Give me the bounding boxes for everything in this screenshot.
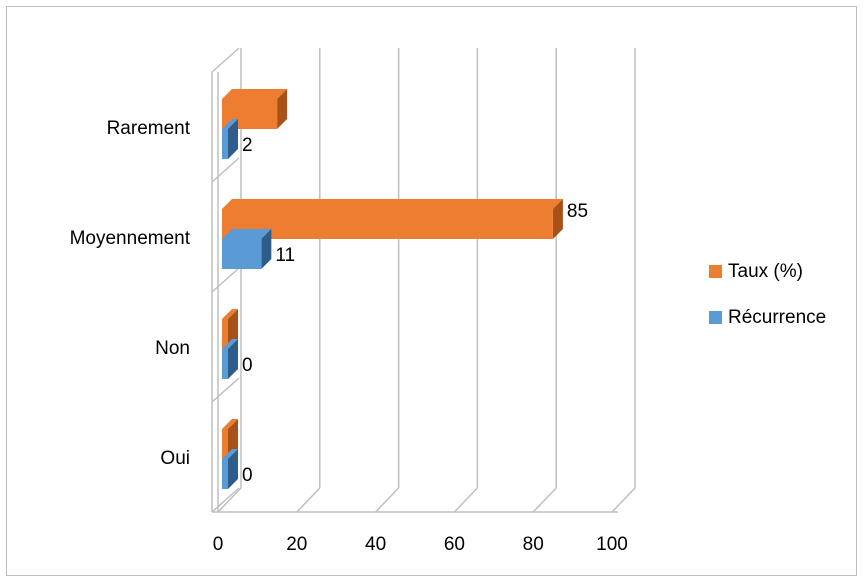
bar-front — [222, 429, 228, 459]
x-tick-label: 40 — [365, 534, 386, 555]
legend-swatch — [709, 311, 722, 324]
category-label: Moyennement — [70, 228, 191, 249]
legend: Taux (%) Récurrence — [709, 261, 826, 328]
category-divider — [211, 267, 240, 293]
category-label: Oui — [160, 448, 190, 469]
data-label: 0 — [242, 465, 253, 486]
legend-swatch — [709, 265, 722, 278]
bar-top — [222, 89, 288, 99]
bar: 0 — [222, 449, 253, 489]
bar-front — [222, 459, 228, 489]
bar-top — [222, 119, 238, 129]
bar-side — [552, 199, 563, 239]
bar-side — [277, 89, 288, 129]
floor-line — [217, 487, 242, 513]
bar-side — [228, 119, 238, 159]
floor-line — [453, 487, 478, 513]
floor-line — [296, 487, 321, 513]
x-tick-label: 0 — [213, 534, 224, 555]
bar-top — [222, 419, 238, 429]
category-label: Rarement — [107, 118, 191, 139]
category-label: Non — [155, 338, 190, 359]
bar-side — [228, 449, 238, 489]
bar-front — [222, 319, 228, 349]
bar-front — [222, 239, 262, 269]
legend-label: Récurrence — [728, 307, 826, 328]
x-tick-label: 80 — [523, 534, 544, 555]
bar: 85 — [222, 199, 588, 239]
bar: 11 — [222, 229, 295, 269]
x-tick-label: 20 — [286, 534, 307, 555]
bar-front — [222, 129, 228, 159]
data-label: 0 — [242, 355, 253, 376]
x-tick-label: 100 — [596, 534, 628, 555]
bar: 0 — [222, 339, 253, 379]
bar-top — [222, 199, 563, 209]
data-label: 85 — [567, 201, 588, 222]
bar-top — [222, 229, 272, 239]
bar-top — [222, 309, 238, 319]
x-tick-label: 60 — [444, 534, 465, 555]
bar-top — [222, 339, 238, 349]
floor-line — [375, 487, 400, 513]
floor-line — [532, 487, 557, 513]
category-divider — [211, 157, 240, 183]
bar-front — [222, 349, 228, 379]
data-label: 2 — [242, 135, 253, 156]
bar-side — [261, 229, 272, 269]
category-divider — [211, 47, 240, 73]
bar: 2 — [222, 119, 253, 159]
data-label: 11 — [275, 245, 295, 266]
category-divider — [211, 487, 240, 513]
bar-front — [222, 209, 553, 239]
legend-label: Taux (%) — [728, 261, 803, 282]
bar-top — [222, 449, 238, 459]
bar-side — [228, 339, 238, 379]
floor-line — [611, 487, 636, 513]
category-divider — [211, 377, 240, 403]
chart-frame — [6, 6, 857, 576]
